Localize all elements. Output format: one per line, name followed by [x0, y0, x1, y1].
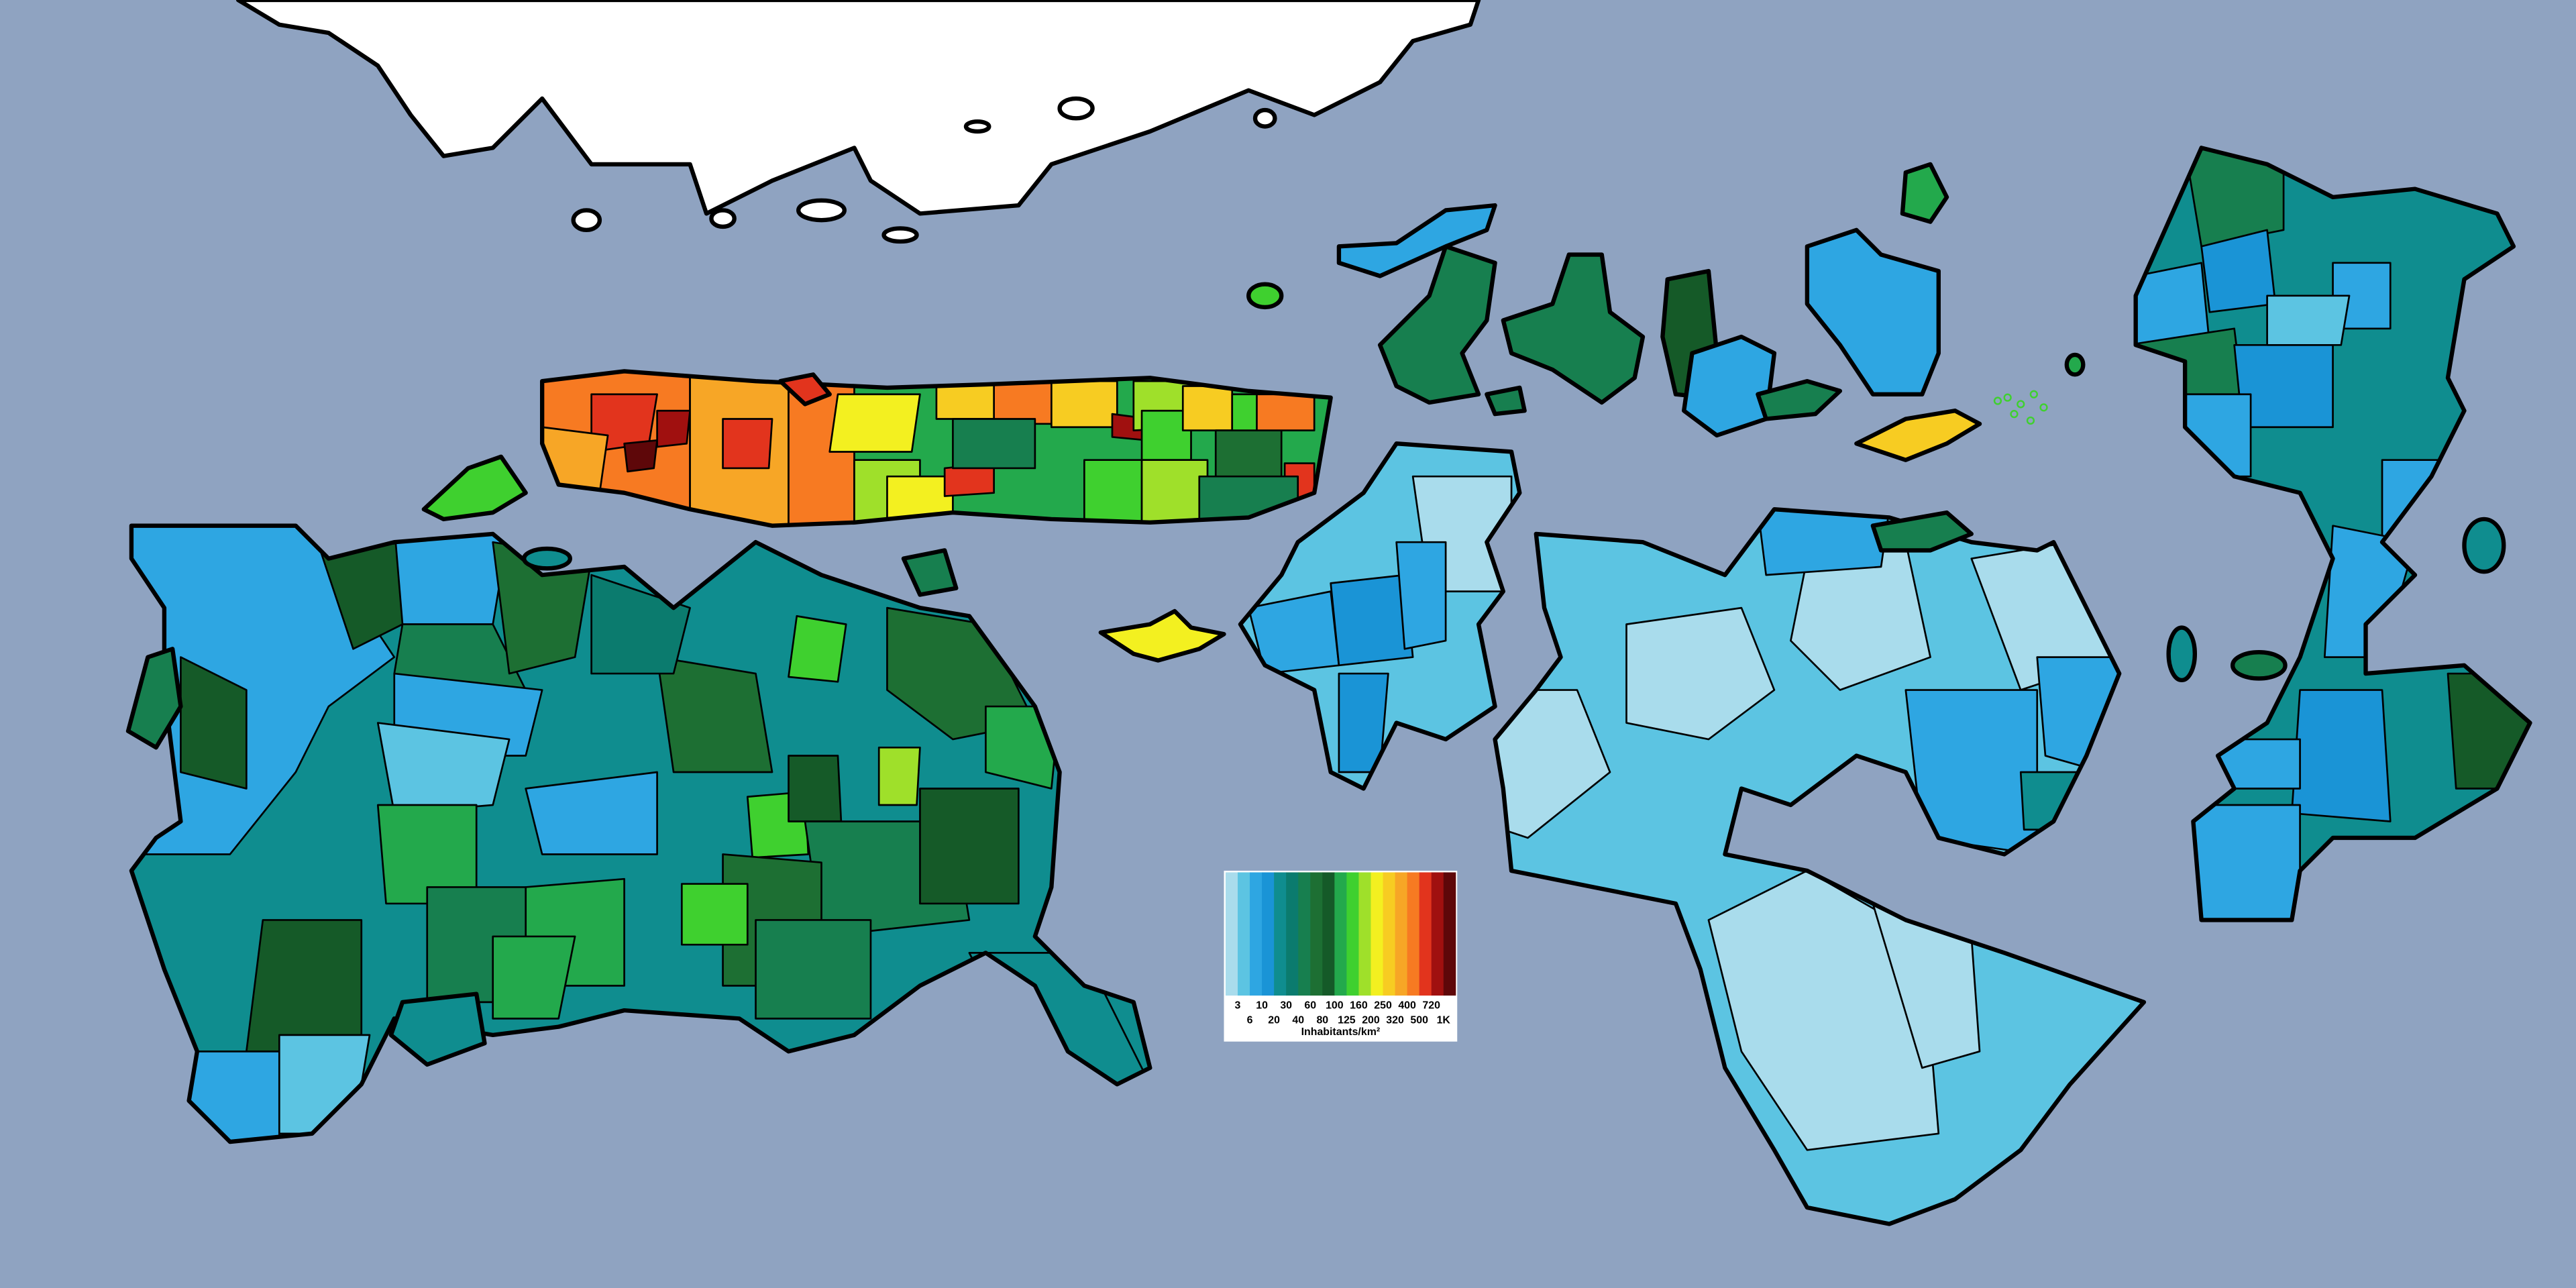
central-coast: [1238, 441, 1522, 791]
legend-title: Inhabitants/km²: [1301, 1026, 1381, 1038]
legend-swatch: [1419, 872, 1432, 996]
atoll: [1993, 390, 2048, 425]
legend-label: 400: [1398, 1000, 1416, 1012]
north-regions: [542, 371, 1331, 526]
west-islands: [125, 454, 959, 1067]
south-islands: [1870, 510, 2506, 683]
legend-swatch: [1371, 872, 1384, 996]
legend-label: 1K: [1437, 1015, 1451, 1026]
legend-label: 20: [1268, 1015, 1280, 1026]
legend-swatch: [1225, 872, 1238, 996]
legend-swatch: [1298, 872, 1311, 996]
legend-label: 320: [1386, 1015, 1404, 1026]
legend-swatch: [1346, 872, 1359, 996]
legend-swatch: [1286, 872, 1299, 996]
ice: [235, 0, 1481, 216]
legend-label: 40: [1292, 1015, 1304, 1026]
legend-swatch: [1443, 872, 1456, 996]
legend-label: 30: [1280, 1000, 1292, 1012]
west-coast: [129, 523, 1152, 1144]
legend-label: 250: [1374, 1000, 1392, 1012]
legend-swatch: [1322, 872, 1335, 996]
north-coast: [539, 369, 1333, 528]
legend-swatch: [1358, 872, 1371, 996]
ne-islands: [1336, 162, 2086, 438]
legend-swatch: [1383, 872, 1396, 996]
legend-label: 6: [1247, 1015, 1253, 1026]
legend-label: 200: [1362, 1015, 1380, 1026]
legend-label: 500: [1410, 1015, 1428, 1026]
legend-swatch: [1334, 872, 1347, 996]
legend-swatch: [1407, 872, 1420, 996]
legend-label: 160: [1350, 1000, 1368, 1012]
legend-swatch: [1395, 872, 1408, 996]
legend-swatch: [1262, 872, 1275, 996]
legend-label: 125: [1338, 1015, 1356, 1026]
legend-label: 10: [1256, 1000, 1268, 1012]
legend-label: 100: [1326, 1000, 1344, 1012]
legend-swatch: [1237, 872, 1250, 996]
legend-swatch: [1274, 872, 1287, 996]
legend-swatch: [1250, 872, 1263, 996]
legend-label: 3: [1235, 1000, 1241, 1012]
ice-islands: [571, 96, 1277, 244]
legend-label: 80: [1316, 1015, 1328, 1026]
north-islands: [778, 282, 1982, 663]
legend-swatch: [1310, 872, 1323, 996]
south-coast: [1493, 507, 2147, 1226]
legend-label: 60: [1304, 1000, 1316, 1012]
legend-swatch: [1431, 872, 1444, 996]
east-coast: [2133, 146, 2532, 922]
legend-label: 720: [1422, 1000, 1440, 1012]
